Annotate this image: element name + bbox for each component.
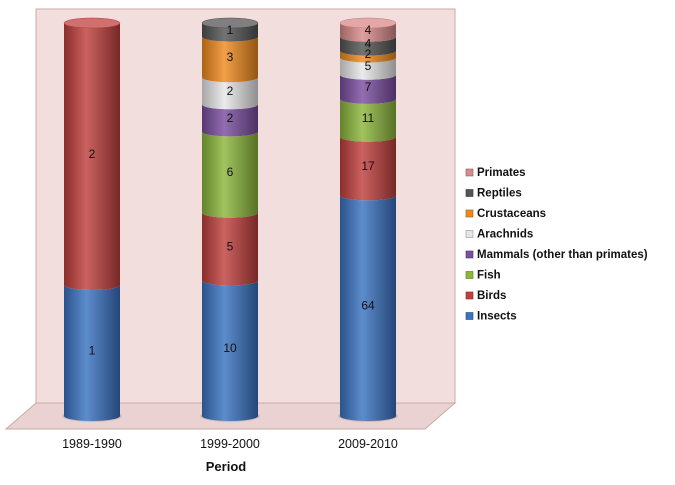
data-label-mammals-other-than-primates-1999-2000: 2 [227,111,234,125]
legend-swatch [465,312,474,320]
bar-segment-birds-2009-2010 [340,136,396,201]
data-label-insects-1999-2000: 10 [223,341,237,355]
bar-segment-fish-1999-2000 [202,131,258,218]
bar-segment-reptiles-2009-2010 [340,36,396,56]
category-label: 1999-2000 [200,437,260,451]
bar-segment-crustaceans-2009-2010 [340,50,396,63]
data-label-reptiles-1999-2000: 1 [227,23,234,37]
data-label-crustaceans-2009-2010: 2 [365,47,372,61]
data-label-fish-1999-2000: 6 [227,165,234,179]
bar-segment-birds-1999-2000 [202,212,258,286]
bar-segment-insects-2009-2010 [340,195,396,421]
data-label-primates-2009-2010: 4 [365,23,372,37]
bar-segment-insects-1999-2000 [202,280,258,421]
bar-top-cap [339,17,397,29]
data-label-birds-2009-2010: 17 [361,159,375,173]
legend-label: Crustaceans [477,208,546,220]
legend-label: Insects [477,311,517,323]
legend-item: Arachnids [465,229,533,241]
legend-item: Mammals (other than primates) [465,249,648,261]
legend-swatch [465,230,474,238]
legend-item: Primates [465,167,526,179]
legend-label: Fish [477,270,501,282]
bar-top-cap [201,17,259,29]
bar-segment-fish-2009-2010 [340,98,396,142]
category-label: 1989-1990 [62,437,122,451]
legend-item: Birds [465,290,506,302]
bars-group [62,17,398,422]
legend-label: Reptiles [477,188,522,200]
bar-segment-mammals-other-than-primates-1999-2000 [202,104,258,137]
data-label-fish-2009-2010: 11 [362,111,375,125]
legend-swatch [465,189,474,197]
legend-label: Arachnids [477,229,533,241]
bar-segment-reptiles-1999-2000 [202,23,258,42]
legend: Primates Reptiles Crustaceans Arachnids Mamm… [465,167,648,323]
data-label-reptiles-2009-2010: 4 [365,37,372,51]
legend-item: Reptiles [465,188,522,200]
bar-segment-arachnids-2009-2010 [340,57,396,80]
data-label-insects-2009-2010: 64 [361,299,375,313]
legend-label: Primates [477,167,526,179]
data-label-mammals-other-than-primates-2009-2010: 7 [365,80,372,94]
legend-swatch [465,209,474,218]
legend-item: Fish [465,270,501,282]
bar-segment-mammals-other-than-primates-2009-2010 [340,74,396,104]
category-label: 2009-2010 [338,437,398,451]
legend-label: Birds [477,290,506,302]
data-label-arachnids-2009-2010: 5 [365,59,372,73]
data-label-birds-1999-2000: 5 [227,240,234,254]
bar-top-cap [63,17,121,29]
category-labels-group: 1989-1990 1999-2000 2009-2010 [62,437,398,451]
bar-segment-insects-1989-1990 [64,285,120,421]
legend-swatch [465,250,474,259]
bar-segment-primates-2009-2010 [340,23,396,42]
x-axis-title: Period [206,459,247,474]
legend-label: Mammals (other than primates) [477,249,648,261]
data-label-birds-1989-1990: 2 [89,147,96,161]
bar-segment-crustaceans-1999-2000 [202,36,258,83]
legend-item: Crustaceans [465,208,546,220]
legend-swatch [465,271,474,279]
data-label-insects-1989-1990: 1 [89,344,96,358]
bar-segment-birds-1989-1990 [64,23,120,290]
bar-segment-arachnids-1999-2000 [202,77,258,110]
data-label-crustaceans-1999-2000: 3 [227,50,234,64]
legend-swatch [465,291,474,300]
data-label-arachnids-1999-2000: 2 [227,84,234,98]
legend-swatch [465,168,474,177]
legend-item: Insects [465,311,517,323]
